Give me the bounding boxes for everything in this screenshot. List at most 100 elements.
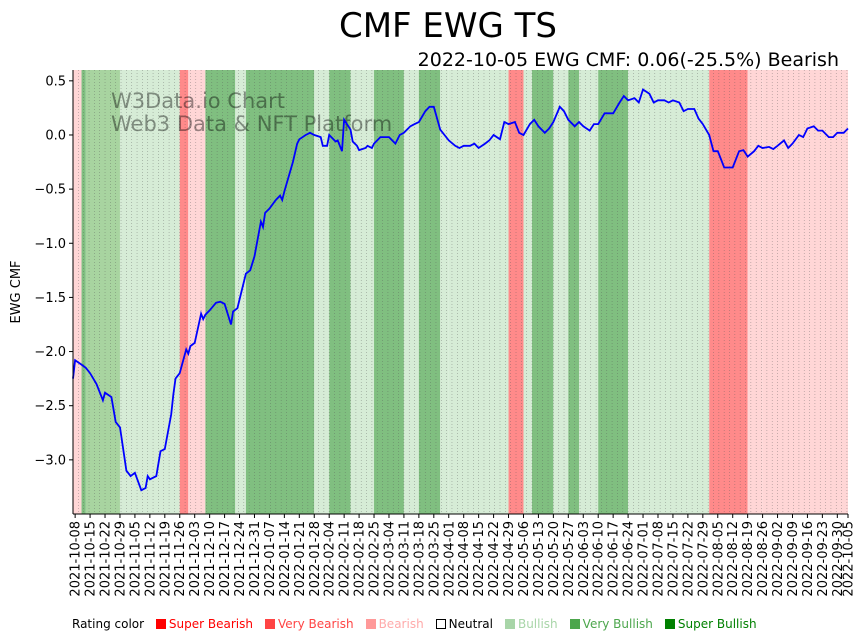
x-tick-label: 2022-09-23	[816, 521, 831, 597]
x-tick-label: 2022-09-30	[831, 521, 846, 597]
y-tick-label: −2.0	[34, 345, 66, 360]
x-tick-label: 2022-06-03	[577, 521, 592, 597]
legend-item-super-bullish: Super Bullish	[664, 617, 760, 631]
watermark-line1: W3Data.io Chart	[111, 89, 285, 113]
legend-swatch	[264, 619, 275, 629]
x-tick-label: 2022-08-19	[741, 521, 756, 597]
legend-label: Bearish	[378, 617, 424, 631]
x-tick-label: 2022-07-15	[666, 521, 681, 597]
x-tick-label: 2022-07-29	[696, 521, 711, 597]
rating-band-6	[205, 70, 236, 514]
legend-item-bearish: Bearish	[365, 617, 427, 631]
x-tick-label: 2022-04-01	[442, 521, 457, 597]
rating-band-12	[374, 70, 404, 514]
axes	[72, 70, 848, 515]
x-tick-label: 2021-12-17	[218, 521, 233, 597]
x-tick-label: 2022-02-04	[323, 521, 338, 597]
x-tick-label: 2022-06-10	[592, 521, 607, 597]
x-tick-label: 2022-09-02	[771, 521, 786, 597]
x-tick-label: 2022-01-21	[293, 521, 308, 597]
rating-band-21	[568, 70, 579, 514]
rating-band-23	[598, 70, 629, 514]
rating-band-0	[73, 70, 82, 514]
x-tick-label: 2021-11-12	[143, 521, 158, 597]
cmf-series-line	[72, 88, 849, 492]
x-tick-label: 2022-05-20	[547, 521, 562, 597]
y-tick-label: 0.0	[45, 128, 66, 143]
x-tick-label: 2022-07-08	[651, 521, 666, 597]
x-tick-label: 2021-10-08	[69, 521, 84, 597]
legend-label: Bullish	[517, 617, 558, 631]
x-tick-label: 2022-02-25	[368, 521, 383, 597]
x-tick-label: 2022-03-18	[412, 521, 427, 597]
x-tick-label: 2022-02-11	[338, 521, 353, 597]
x-tick-label: 2022-07-01	[637, 521, 652, 597]
rating-band-18	[523, 70, 533, 514]
y-tick-label: −0.5	[34, 183, 66, 198]
rating-legend: Rating color Super Bearish Very Bearish Be…	[72, 617, 772, 631]
rating-band-25	[687, 70, 710, 514]
x-tick-label: 2021-12-03	[188, 521, 203, 597]
vertical-gridlines	[72, 70, 848, 514]
x-tick-label: 2022-04-22	[487, 521, 502, 597]
rating-bands	[73, 70, 848, 514]
rating-band-26	[709, 70, 748, 514]
legend-swatch	[365, 619, 376, 629]
x-tick-label: 2022-09-16	[801, 521, 816, 597]
x-tick-label: 2021-12-24	[233, 521, 248, 597]
x-tick-label: 2022-08-05	[711, 521, 726, 597]
x-tick-label: 2022-09-09	[786, 521, 801, 597]
legend-item-bullish: Bullish	[504, 617, 561, 631]
legend-label: Very Bullish	[582, 617, 653, 631]
x-tick-label: 2022-01-07	[263, 521, 278, 597]
legend-item-very-bearish: Very Bearish	[264, 617, 357, 631]
x-tick-label: 2022-01-28	[308, 521, 323, 597]
y-axis-ticks: 0.5 0.0 −0.5 −1.0 −1.5 −2.0 −2.5 −3.0	[34, 74, 73, 468]
rating-band-24	[628, 70, 688, 514]
rating-band-9	[314, 70, 330, 514]
legend-item-neutral: Neutral	[435, 617, 496, 631]
rating-band-22	[578, 70, 599, 514]
x-tick-label: 2021-12-10	[203, 521, 218, 597]
y-axis-label: EWG CMF	[9, 260, 24, 323]
y-tick-label: 0.5	[45, 74, 66, 89]
rating-band-3	[119, 70, 180, 514]
legend-swatch	[155, 619, 166, 629]
rating-band-5	[188, 70, 206, 514]
x-tick-label: 2021-10-29	[113, 521, 128, 597]
x-tick-label: 2022-04-08	[457, 521, 472, 597]
legend-label: Neutral	[448, 617, 493, 631]
legend-swatch	[504, 619, 515, 629]
x-tick-label: 2022-06-17	[607, 521, 622, 597]
x-tick-label: 2022-04-15	[472, 521, 487, 597]
x-tick-label: 2021-11-19	[158, 521, 173, 597]
x-tick-label: 2022-01-14	[278, 521, 293, 597]
y-tick-label: −1.0	[34, 237, 66, 252]
rating-band-8	[245, 70, 315, 514]
x-tick-label: 2021-12-31	[248, 521, 263, 597]
rating-band-4	[179, 70, 189, 514]
watermark-line2: Web3 Data & NFT Platform	[111, 112, 392, 136]
rating-band-15	[440, 70, 449, 514]
rating-band-27	[747, 70, 763, 514]
legend-label: Super Bearish	[168, 617, 253, 631]
x-tick-label: 2022-04-29	[502, 521, 517, 597]
x-tick-label: 2021-10-15	[84, 521, 99, 597]
rating-band-11	[350, 70, 375, 514]
x-tick-label: 2022-06-24	[622, 521, 637, 597]
rating-band-28	[762, 70, 848, 514]
y-tick-label: −1.5	[34, 291, 66, 306]
watermark: W3Data.io Chart Web3 Data & NFT Platform	[111, 89, 392, 136]
legend-label: Very Bearish	[277, 617, 354, 631]
x-tick-label: 2021-11-26	[173, 521, 188, 597]
x-axis-ticks: 2021-10-08 2021-10-15 2021-10-22 2021-10-29…	[69, 514, 857, 597]
x-tick-label: 2022-07-22	[681, 521, 696, 597]
chart-subtitle: 2022-10-05 EWG CMF: 0.06(-25.5%) Bearish	[418, 49, 839, 71]
legend-items: Super Bearish Very Bearish Bearish Neutral B…	[155, 617, 769, 631]
legend-swatch	[435, 619, 446, 629]
x-tick-label: 2022-10-05	[842, 521, 857, 597]
x-tick-label: 2022-05-06	[517, 521, 532, 597]
x-tick-label: 2022-03-25	[427, 521, 442, 597]
rating-band-2	[85, 70, 120, 514]
